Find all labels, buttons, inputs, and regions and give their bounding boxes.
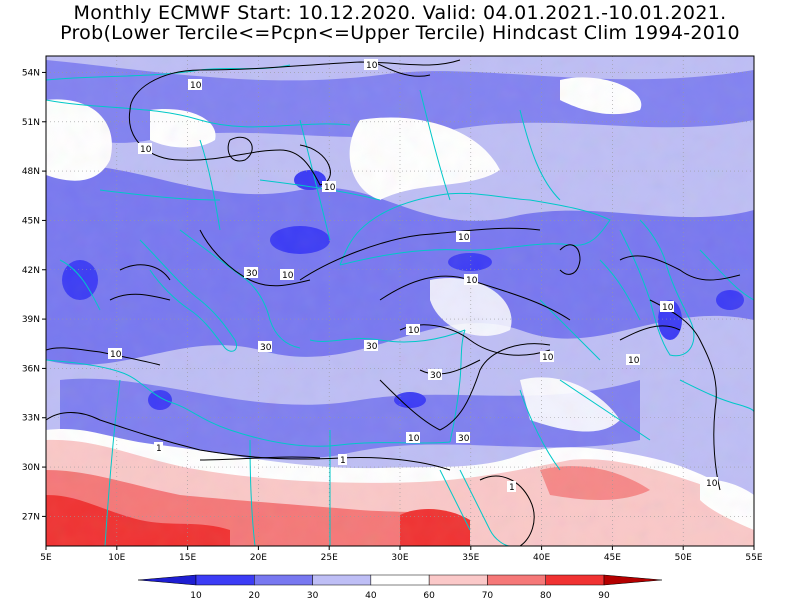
svg-text:10: 10	[458, 233, 470, 243]
contour-label: 1	[338, 454, 347, 466]
lon-tick-label: 40E	[533, 553, 550, 563]
lon-tick-label: 5E	[40, 553, 52, 563]
contour-label: 30	[258, 341, 272, 353]
colorbar-tick-label: 80	[540, 591, 552, 600]
lat-tick-label: 54N	[22, 68, 40, 78]
contour-label: 10	[660, 301, 674, 313]
colorbar-segment	[370, 574, 430, 586]
svg-text:30: 30	[430, 371, 442, 381]
svg-text:30: 30	[458, 434, 470, 444]
colorbar-tick-label: 30	[307, 591, 319, 600]
svg-text:10: 10	[324, 183, 336, 193]
coastlines	[46, 64, 754, 546]
contour-label: 10	[704, 477, 718, 489]
colorbar-segment	[428, 574, 488, 586]
svg-text:10: 10	[366, 61, 378, 71]
contour-label: 10	[464, 274, 478, 286]
contour-label: 30	[244, 267, 258, 279]
lat-tick-label: 33N	[22, 414, 40, 424]
lat-tick-label: 39N	[22, 315, 40, 325]
svg-text:10: 10	[282, 271, 294, 281]
lon-tick-label: 15E	[179, 553, 196, 563]
lat-tick-label: 42N	[22, 266, 40, 276]
colorbar-segment	[254, 574, 313, 586]
contour-label: 10	[138, 143, 152, 155]
svg-text:10: 10	[408, 326, 420, 336]
contour-label: 10	[406, 324, 420, 336]
colorbar-segment	[487, 574, 546, 586]
longitude-axis: 5E 10E 15E 20E 25E 30E 35E 40E 45E 50E 55E	[40, 546, 763, 563]
svg-text:1: 1	[509, 483, 515, 493]
chart-title-line-2: Prob(Lower Tercile<=Pcpn<=Upper Tercile)…	[60, 22, 740, 44]
svg-text:30: 30	[246, 269, 258, 279]
colorbar-tick-label: 70	[482, 591, 494, 600]
contour-label: 1	[154, 442, 163, 454]
colorbar-tick-label: 90	[598, 591, 610, 600]
lon-tick-label: 25E	[321, 553, 338, 563]
contour-label: 10	[188, 79, 202, 91]
svg-text:30: 30	[260, 343, 272, 353]
colorbar-segment	[312, 574, 372, 586]
colorbar-tick-label: 10	[190, 591, 202, 600]
contour-label: 10	[280, 269, 294, 281]
contour-label: 10	[626, 354, 640, 366]
contour-label: 10	[456, 231, 470, 243]
map-grid	[46, 56, 754, 546]
lon-tick-label: 35E	[462, 553, 479, 563]
lat-tick-label: 36N	[22, 364, 40, 374]
colorbar: 10 20 30 40 60 70 80 90	[137, 574, 663, 600]
lon-tick-label: 50E	[675, 553, 692, 563]
colorbar-segment	[137, 574, 197, 586]
svg-text:30: 30	[366, 342, 378, 352]
colorbar-tick-label: 20	[249, 591, 261, 600]
svg-text:10: 10	[628, 356, 640, 366]
svg-text:10: 10	[408, 434, 420, 444]
latitude-axis: 54N 51N 48N 45N 42N 39N 36N 33N 30N 27N	[22, 68, 46, 522]
lon-tick-label: 20E	[250, 553, 267, 563]
colorbar-tick-label: 60	[423, 591, 435, 600]
contours	[46, 59, 741, 546]
svg-text:10: 10	[466, 276, 478, 286]
colorbar-segment	[545, 574, 605, 586]
contour-label: 10	[540, 351, 554, 363]
svg-text:1: 1	[340, 456, 346, 466]
contour-label: 1	[507, 481, 516, 493]
contour-label: 10	[364, 59, 378, 71]
colorbar-segment	[603, 574, 663, 586]
lon-tick-label: 45E	[604, 553, 621, 563]
lon-tick-label: 10E	[108, 553, 125, 563]
contour-label: 10	[108, 348, 122, 360]
svg-text:10: 10	[662, 303, 674, 313]
contour-label: 30	[428, 369, 442, 381]
contour-label: 30	[456, 432, 470, 444]
colorbar-tick-label: 40	[365, 591, 377, 600]
svg-text:10: 10	[706, 479, 718, 489]
lat-tick-label: 45N	[22, 216, 40, 226]
svg-text:1: 1	[156, 444, 162, 454]
colorbar-segment	[195, 574, 255, 586]
lon-tick-label: 30E	[391, 553, 408, 563]
lat-tick-label: 27N	[22, 512, 40, 522]
lon-tick-label: 55E	[745, 553, 762, 563]
contour-label: 10	[406, 432, 420, 444]
svg-text:10: 10	[110, 350, 122, 360]
lat-tick-label: 51N	[22, 118, 40, 128]
svg-text:10: 10	[190, 81, 202, 91]
contour-labels: 10 10 10 10 10 10 10 10 10 10 10 10 10 1…	[108, 59, 718, 493]
contour-label: 10	[322, 181, 336, 193]
contour-label: 30	[364, 340, 378, 352]
svg-text:10: 10	[542, 353, 554, 363]
svg-text:10: 10	[140, 145, 152, 155]
chart-title-line-1: Monthly ECMWF Start: 10.12.2020. Valid: …	[73, 2, 727, 24]
lat-tick-label: 30N	[22, 463, 40, 473]
lat-tick-label: 48N	[22, 167, 40, 177]
